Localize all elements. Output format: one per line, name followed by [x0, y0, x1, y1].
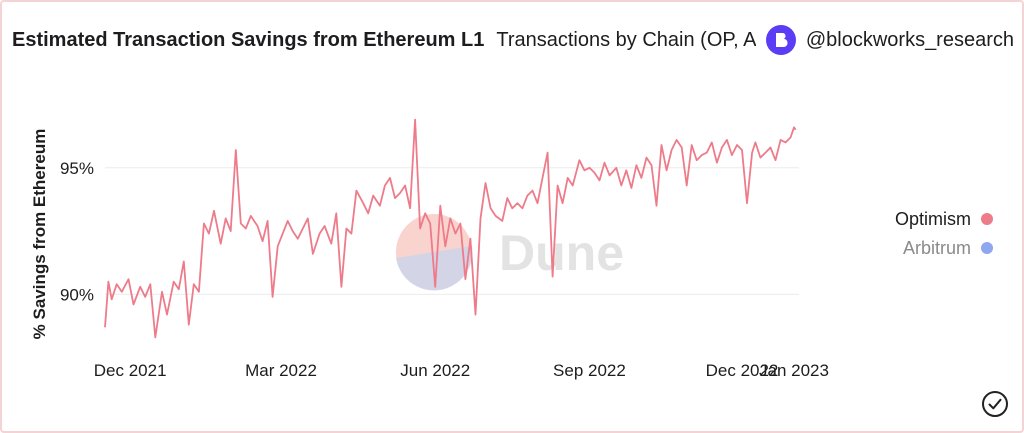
legend-label-arbitrum: Arbitrum: [903, 238, 971, 258]
x-tick-label: Jan 2023: [759, 361, 829, 380]
y-tick-label: 95%: [60, 159, 94, 178]
legend-swatch-arbitrum: [981, 242, 993, 254]
legend-label-optimism: Optimism: [895, 209, 971, 229]
dune-watermark-text: Dune: [499, 225, 624, 281]
blockworks-logo-icon: [765, 25, 796, 55]
chart-header: Estimated Transaction Savings from Ether…: [12, 24, 1017, 56]
x-tick-label: Mar 2022: [245, 361, 317, 380]
chart-title: Estimated Transaction Savings from Ether…: [12, 29, 485, 51]
x-tick-label: Dec 2022: [706, 361, 779, 380]
x-tick-label: Sep 2022: [553, 361, 626, 380]
y-tick-label: 90%: [60, 285, 94, 304]
x-tick-label: Dec 2021: [94, 361, 167, 380]
check-circle-icon[interactable]: [982, 391, 1008, 417]
chart-subtitle: Transactions by Chain (OP, Arbi, ETH): [496, 29, 837, 51]
brand-badge[interactable]: @blockworks_research: [755, 24, 1014, 56]
legend-swatch-optimism: [981, 213, 993, 225]
brand-handle: @blockworks_research: [805, 28, 1014, 51]
y-axis-title: % Savings from Ethereum: [30, 129, 49, 340]
series-line-optimism: [104, 118, 797, 339]
x-tick-label: Jun 2022: [400, 361, 470, 380]
